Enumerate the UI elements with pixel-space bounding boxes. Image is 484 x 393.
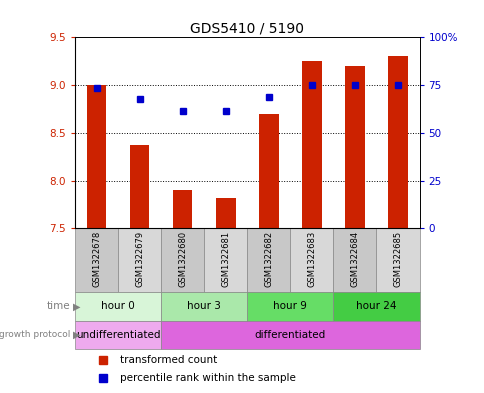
- Bar: [376, 228, 419, 292]
- Bar: [161, 228, 204, 292]
- Text: transformed count: transformed count: [120, 355, 217, 365]
- Text: percentile rank within the sample: percentile rank within the sample: [120, 373, 295, 383]
- Bar: [345, 66, 364, 228]
- Bar: [87, 85, 106, 228]
- Text: hour 24: hour 24: [355, 301, 396, 311]
- Text: undifferentiated: undifferentiated: [76, 330, 160, 340]
- Text: GSM1322678: GSM1322678: [92, 231, 101, 287]
- Bar: [247, 228, 290, 292]
- Text: ▶: ▶: [73, 330, 80, 340]
- Bar: [75, 321, 161, 349]
- Bar: [75, 292, 161, 321]
- Text: GSM1322684: GSM1322684: [350, 231, 359, 287]
- Text: GSM1322685: GSM1322685: [393, 231, 402, 287]
- Text: growth protocol: growth protocol: [0, 331, 70, 340]
- Bar: [75, 228, 118, 292]
- Bar: [333, 228, 376, 292]
- Bar: [161, 321, 419, 349]
- Text: differentiated: differentiated: [254, 330, 325, 340]
- Text: ▶: ▶: [73, 301, 80, 311]
- Bar: [204, 228, 247, 292]
- Text: GSM1322681: GSM1322681: [221, 231, 230, 287]
- Text: GSM1322680: GSM1322680: [178, 231, 187, 287]
- Text: GDS5410 / 5190: GDS5410 / 5190: [190, 21, 304, 35]
- Bar: [290, 228, 333, 292]
- Bar: [333, 292, 419, 321]
- Text: GSM1322682: GSM1322682: [264, 231, 273, 287]
- Text: hour 3: hour 3: [187, 301, 221, 311]
- Text: GSM1322683: GSM1322683: [307, 231, 316, 287]
- Bar: [388, 57, 407, 228]
- Text: hour 0: hour 0: [101, 301, 135, 311]
- Bar: [130, 145, 149, 228]
- Bar: [258, 114, 278, 228]
- Bar: [118, 228, 161, 292]
- Text: GSM1322679: GSM1322679: [135, 231, 144, 287]
- Text: time: time: [46, 301, 70, 311]
- Text: hour 9: hour 9: [273, 301, 307, 311]
- Bar: [216, 198, 235, 228]
- Bar: [247, 292, 333, 321]
- Bar: [302, 61, 321, 228]
- Bar: [173, 190, 192, 228]
- Bar: [161, 292, 247, 321]
